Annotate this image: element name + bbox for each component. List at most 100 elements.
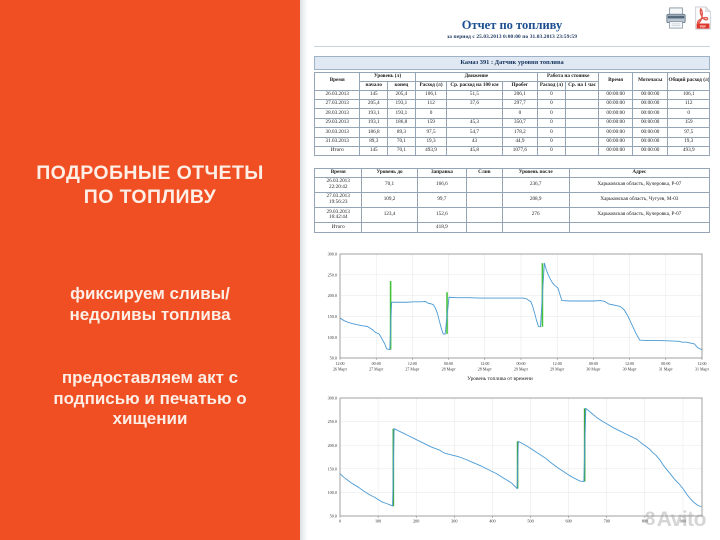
cell-level-before: 109,2 [361, 192, 418, 209]
col-level-before: Уровень до [361, 168, 418, 178]
cell-c4: 51,5 [446, 89, 503, 101]
cell-total-4 [501, 222, 570, 233]
cell-c3: 0 [414, 108, 448, 119]
xtick-date: 31 Март [659, 367, 673, 372]
cell-c5: 1077,6 [501, 146, 539, 157]
xtick-date: 31 Март [695, 367, 709, 372]
cell-c6: 0 [537, 146, 566, 157]
cell-c1: 193,1 [359, 108, 389, 119]
cell-total-0: Итого [313, 222, 363, 233]
promo-point2-line3: хищении [112, 409, 188, 429]
cell-total-3 [466, 222, 503, 233]
cell-c5: 44,9 [501, 136, 539, 148]
col-avg-per-hour: Ср. на 1 час [564, 80, 600, 91]
xtick-time: 12:00 [553, 361, 562, 366]
cell-c10: 493,9 [667, 146, 710, 157]
cell-c0: 26.03.2013 [313, 89, 361, 101]
cell-c1: 89,3 [359, 136, 389, 148]
cell-refuel: 166,6 [416, 176, 468, 194]
cell-event-time: 29.03.2013 16:42:44 [313, 207, 363, 224]
cell-level-after: 276 [501, 207, 570, 224]
xtick-date: 29 Март [550, 367, 564, 372]
printer-icon[interactable] [665, 6, 687, 30]
promo-panel: ПОДРОБНЫЕ ОТЧЕТЫ ПО ТОПЛИВУ фиксируем сл… [0, 0, 300, 540]
consumption-total-row: Итого 145 70,1 493,9 45,8 1077,6 0 00:00:00 00:0… [313, 146, 710, 157]
xtick-time: 12:00 [480, 361, 489, 366]
page-edge-shadow [302, 0, 308, 540]
xtick-time: 00:00 [589, 361, 598, 366]
cell-c7 [564, 127, 600, 138]
cell-c10: 106,1 [667, 89, 710, 101]
cell-c2: 193,1 [387, 99, 416, 110]
cell-c9: 00:00:00 [631, 136, 669, 148]
cell-c4: 45,8 [446, 146, 503, 157]
col-avg-per-100km: Ср. расход на 100 км [446, 80, 503, 91]
cell-c0: 28.03.2013 [313, 108, 361, 119]
xtick-label: 100 [375, 519, 381, 524]
cell-level-before: 70,1 [361, 176, 418, 194]
svg-text:PDF: PDF [700, 24, 706, 28]
cell-c0: 27.03.2013 [313, 99, 361, 110]
xtick-date: 28 Март [442, 367, 456, 372]
cell-c7 [564, 117, 600, 129]
cell-c1: 186,8 [359, 127, 389, 138]
cell-c2: 70,1 [387, 146, 416, 157]
col-mileage: Пробег [501, 80, 539, 91]
promo-point2-line1: предоставляем акт с [61, 368, 239, 387]
cell-drain [466, 207, 503, 224]
cell-c0: 31.03.2013 [313, 136, 361, 148]
cell-c9: 00:00:00 [631, 117, 669, 129]
xtick-date: 28 Март [478, 367, 492, 372]
cell-c3: 106,1 [414, 89, 448, 101]
cell-c10: 159 [667, 117, 710, 129]
cell-c9: 00:00:00 [631, 99, 669, 110]
cell-address: Харьковская область, Кучеровка, Р-07 [568, 176, 711, 194]
plot-border [339, 253, 703, 359]
xtick-label: 600 [565, 519, 571, 524]
report-title: Отчет по топливу [461, 18, 563, 32]
cell-drain [466, 192, 503, 209]
table-row: 26.03.2013 22:20:42 70,1 166,6 236,7 Харьковс… [313, 176, 711, 194]
cell-c2: 186,8 [387, 117, 416, 129]
xtick-date: 27 Март [405, 367, 419, 372]
chart-fuel-level-vs-time: 50.0 100.0 150.0 200.0 250.0 300.0 12:00 26 Мар… [314, 250, 710, 380]
cell-c8: 00:00:00 [598, 117, 633, 129]
ytick-label: 50.0 [330, 514, 337, 519]
cell-c9: 00:00:00 [631, 89, 669, 101]
cell-refuel: 152,6 [416, 207, 468, 224]
cell-c0: 29.03.2013 [313, 117, 361, 129]
cell-c8: 00:00:00 [598, 89, 633, 101]
chart-fuel-level-vs-distance: 50.0 100.0 150.0 200.0 250.0 300.0 0 100 200 300 4… [314, 392, 710, 532]
cell-level-after: 236,7 [501, 176, 570, 194]
ytick-label: 150.0 [328, 466, 337, 471]
cell-c10: 19,3 [667, 136, 710, 148]
xtick-date: 30 Март [586, 367, 600, 372]
pdf-export-icon[interactable]: PDF [692, 6, 714, 30]
report-period-subtitle: за период с 25.03.2013 0:00:00 по 31.03.… [446, 34, 577, 40]
cell-c5: 350,7 [501, 117, 539, 129]
table-row: 27.03.2013 205,4 193,1 112 37,6 297,7 0 00:00:0… [313, 99, 710, 110]
cell-c7 [564, 89, 600, 101]
cell-c8: 00:00:00 [598, 136, 633, 148]
table-row: 27.03.2013 19:56:23 109,2 99,7 208,9 Харьковс… [313, 192, 711, 209]
cell-c8: 00:00:00 [598, 108, 633, 119]
cell-event-time: 27.03.2013 19:56:23 [313, 192, 363, 209]
xtick-date: 26 Март [333, 367, 347, 372]
cell-c3: 112 [414, 99, 448, 110]
ytick-label: 150.0 [328, 314, 337, 319]
xtick-label: 700 [604, 519, 610, 524]
promo-headline-line1: ПОДРОБНЫЕ ОТЧЕТЫ [36, 162, 264, 184]
xtick-time: 00:00 [444, 361, 453, 366]
cell-c4: 43 [446, 136, 503, 148]
xtick-time: 12:00 [335, 361, 344, 366]
cell-c2: 205,4 [387, 89, 416, 101]
cell-address: Харьковская область, Чугуев, М-03 [568, 192, 711, 209]
col-address: Адрес [568, 168, 711, 178]
xtick-date: 27 Март [369, 367, 383, 372]
cell-c9: 00:00:00 [631, 146, 669, 157]
cell-address: Харьковская область, Кучеровка, Р-07 [568, 207, 711, 224]
table-subheader-row: начало конец Расход (л) Ср. расход на 10… [315, 80, 710, 91]
group-movement: Движение [414, 72, 539, 82]
ytick-label: 250.0 [328, 419, 337, 424]
xtick-label: 800 [642, 519, 648, 524]
